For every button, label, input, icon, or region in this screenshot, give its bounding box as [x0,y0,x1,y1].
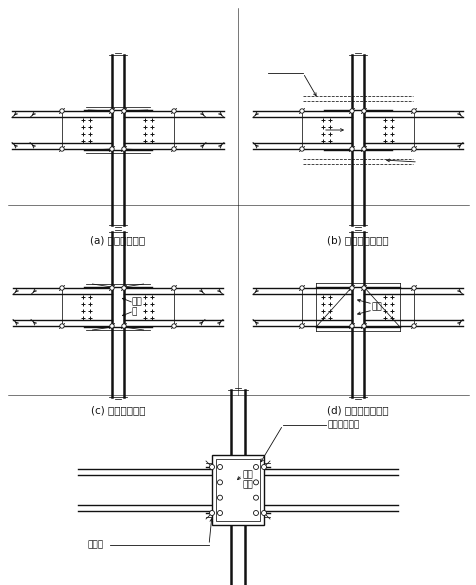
Circle shape [60,286,64,290]
Circle shape [109,147,114,151]
Circle shape [253,495,258,500]
Circle shape [411,109,416,113]
Circle shape [121,286,126,290]
Text: 隔板: 隔板 [371,302,382,311]
Circle shape [109,109,114,113]
Circle shape [299,324,304,328]
Circle shape [361,109,366,113]
Bar [62,288,112,326]
Bar [124,288,174,326]
Bar [301,288,351,326]
Circle shape [253,480,258,485]
Circle shape [361,286,366,290]
Bar [211,455,263,525]
Text: 外伸端板组件: 外伸端板组件 [327,421,359,429]
Circle shape [361,324,366,328]
Circle shape [60,109,64,113]
Circle shape [217,464,222,470]
Circle shape [411,147,416,151]
Circle shape [261,511,266,515]
Circle shape [209,464,214,470]
Circle shape [109,286,114,290]
Text: 外套筒: 外套筒 [88,541,104,549]
Circle shape [349,109,354,113]
Circle shape [60,147,64,151]
Circle shape [60,324,64,328]
Bar [301,111,351,149]
Circle shape [171,324,176,328]
Circle shape [299,109,304,113]
Circle shape [121,324,126,328]
Circle shape [217,495,222,500]
Circle shape [171,147,176,151]
Circle shape [411,286,416,290]
Text: (a) 加强环式节点: (a) 加强环式节点 [90,235,145,245]
Text: 内隔
板: 内隔 板 [132,297,142,316]
Circle shape [253,511,258,515]
Circle shape [121,109,126,113]
Circle shape [171,286,176,290]
Bar [363,288,413,326]
Text: (b) 外肋环板式节点: (b) 外肋环板式节点 [327,235,388,245]
Circle shape [217,511,222,515]
Text: (c) 内隔板式节点: (c) 内隔板式节点 [90,405,145,415]
Circle shape [299,286,304,290]
Bar [62,111,112,149]
Circle shape [121,147,126,151]
Circle shape [109,324,114,328]
Text: 对拉
螺栓: 对拉 螺栓 [242,470,253,490]
Circle shape [209,511,214,515]
Bar [216,459,259,521]
Circle shape [217,480,222,485]
Bar [124,111,174,149]
Circle shape [253,464,258,470]
Circle shape [411,324,416,328]
Text: (d) 隔板贯通式节点: (d) 隔板贯通式节点 [327,405,388,415]
Circle shape [261,464,266,470]
Circle shape [349,324,354,328]
Circle shape [349,286,354,290]
Circle shape [349,147,354,151]
Circle shape [171,109,176,113]
Circle shape [299,147,304,151]
Circle shape [361,147,366,151]
Bar [363,111,413,149]
